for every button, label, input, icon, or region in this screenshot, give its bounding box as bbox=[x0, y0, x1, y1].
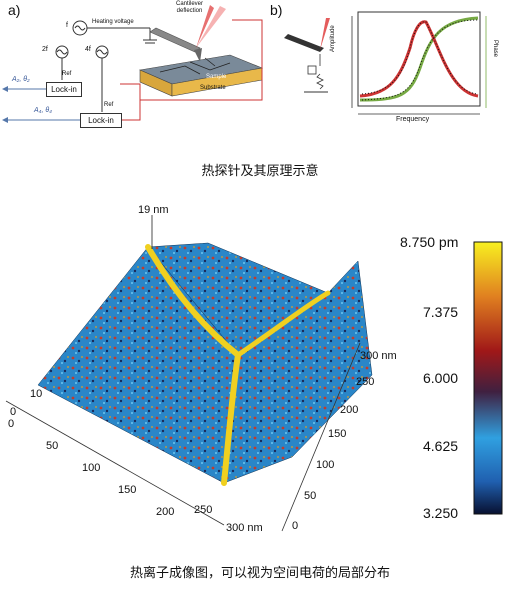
substrate-label: Substrate bbox=[200, 85, 226, 91]
caption-top: 热探针及其原理示意 bbox=[201, 164, 319, 179]
x-tick: 300 nm bbox=[226, 522, 263, 534]
x-tick: 250 bbox=[194, 504, 213, 516]
output-a2: A₂, θ₂ bbox=[12, 76, 30, 83]
panel-a-diagram bbox=[2, 5, 264, 123]
y-tick: 0 bbox=[292, 520, 299, 532]
x-tick: 150 bbox=[118, 484, 137, 496]
z-tick: 10 bbox=[30, 388, 43, 400]
y-tick: 150 bbox=[328, 428, 347, 440]
phase-label: Phase bbox=[492, 40, 498, 58]
panel-a-label: a) bbox=[8, 2, 21, 18]
output-a4: A₄, θ₄ bbox=[34, 107, 52, 114]
ref1-label: Ref bbox=[62, 71, 72, 77]
sample-label: Sample bbox=[206, 74, 227, 80]
colorbar-tick: 7.375 bbox=[423, 304, 459, 320]
y-tick: 100 bbox=[316, 459, 335, 471]
y-tick: 200 bbox=[340, 404, 359, 416]
frequency-label: Frequency bbox=[396, 116, 430, 123]
x-tick: 200 bbox=[156, 506, 175, 518]
caption-bottom: 热离子成像图，可以视为空间电荷的局部分布 bbox=[129, 566, 390, 581]
lockin-1: Lock-in bbox=[46, 82, 82, 97]
colorbar-tick: 4.625 bbox=[423, 438, 459, 454]
f2-label: 2f bbox=[42, 46, 48, 53]
y-tick: 50 bbox=[304, 490, 317, 502]
f4-label: 4f bbox=[85, 46, 91, 53]
ref2-label: Ref bbox=[104, 102, 114, 108]
panel-b-plot bbox=[284, 11, 487, 115]
x-tick: 100 bbox=[82, 462, 101, 474]
lockin-2: Lock-in bbox=[80, 113, 122, 128]
panel-b-label: b) bbox=[270, 2, 283, 18]
annotation-19nm: 19 nm bbox=[138, 204, 169, 216]
colorbar-tick: 3.250 bbox=[423, 505, 459, 521]
x-tick: 0 bbox=[8, 418, 15, 430]
heating-voltage-label: Heating voltage bbox=[92, 19, 134, 25]
f-label: f bbox=[66, 22, 68, 29]
cantilever-label: Cantilever deflection bbox=[176, 1, 204, 14]
y-tick: 250 bbox=[356, 376, 375, 388]
y-tick: 300 nm bbox=[360, 350, 397, 362]
x-tick: 50 bbox=[46, 440, 59, 452]
z-tick: 0 bbox=[10, 406, 17, 418]
amplitude-label: Amplitude bbox=[330, 25, 336, 52]
colorbar-tick: 8.750 pm bbox=[400, 234, 459, 250]
thermal-ion-map bbox=[5, 215, 503, 532]
colorbar-tick: 6.000 bbox=[423, 370, 459, 386]
